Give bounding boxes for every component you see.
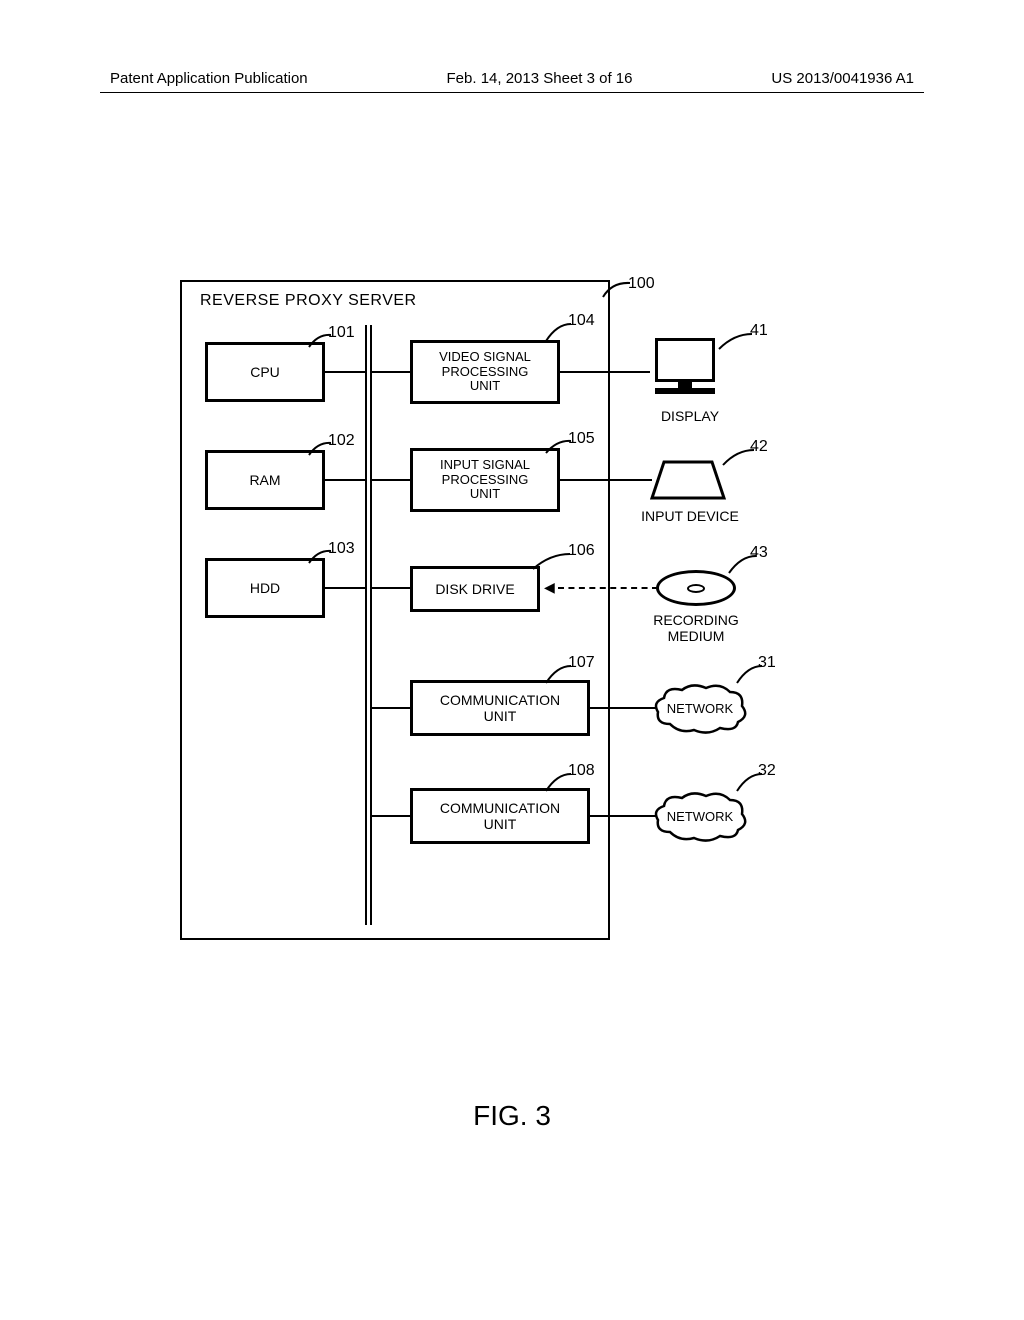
input-label: INPUT SIGNAL PROCESSING UNIT [440, 458, 530, 503]
header-rule [100, 92, 924, 93]
recording-medium-label: RECORDING MEDIUM [636, 612, 756, 644]
ref-106: 106 [568, 542, 595, 560]
ref-100: 100 [628, 275, 655, 293]
network2-icon: NETWORK [650, 788, 750, 844]
ref-104-leader [545, 322, 573, 342]
input-device-icon [648, 456, 728, 504]
conn-ram-bus [325, 479, 365, 481]
conn-disk-bus [371, 587, 410, 589]
bus [365, 325, 371, 925]
conn-video-bus [371, 371, 410, 373]
disk-block: DISK DRIVE [410, 566, 540, 612]
display-icon [650, 338, 720, 398]
conn-video-display [560, 371, 650, 373]
video-label: VIDEO SIGNAL PROCESSING UNIT [439, 350, 531, 395]
hdd-label: HDD [250, 580, 280, 596]
conn-input-bus [371, 479, 410, 481]
conn-input-device [560, 479, 652, 481]
comm2-label: COMMUNICATION UNIT [440, 800, 560, 832]
cpu-label: CPU [250, 364, 280, 380]
header-right: US 2013/0041936 A1 [771, 70, 914, 87]
ram-label: RAM [249, 472, 280, 488]
figure-3-diagram: REVERSE PROXY SERVER 100 CPU 101 RAM 102… [170, 280, 870, 980]
ref-42-leader [722, 448, 756, 466]
ref-107-leader [545, 664, 573, 684]
hdd-block: HDD [205, 558, 325, 618]
ram-block: RAM [205, 450, 325, 510]
header-center: Feb. 14, 2013 Sheet 3 of 16 [447, 70, 633, 87]
ref-102-leader [308, 441, 333, 456]
ref-103-leader [308, 549, 333, 564]
ref-41-leader [718, 332, 754, 350]
conn-hdd-bus [325, 587, 365, 589]
comm1-label: COMMUNICATION UNIT [440, 692, 560, 724]
header-left: Patent Application Publication [110, 70, 308, 87]
display-label: DISPLAY [630, 408, 750, 424]
figure-caption: FIG. 3 [0, 1100, 1024, 1132]
network1-label: NETWORK [667, 701, 733, 716]
conn-disk-medium [558, 587, 658, 589]
comm1-block: COMMUNICATION UNIT [410, 680, 590, 736]
comm2-block: COMMUNICATION UNIT [410, 788, 590, 844]
page-header: Patent Application Publication Feb. 14, … [0, 70, 1024, 87]
ref-106-leader [532, 552, 572, 570]
ref-43-leader [728, 554, 758, 574]
conn-comm2-bus [371, 815, 410, 817]
arrow-disk-medium: ◀ [544, 580, 555, 594]
ref-105-leader [545, 439, 573, 454]
cpu-block: CPU [205, 342, 325, 402]
network2-label: NETWORK [667, 809, 733, 824]
recording-medium-icon [656, 570, 736, 606]
server-box-title: REVERSE PROXY SERVER [200, 292, 417, 310]
disk-label: DISK DRIVE [435, 581, 514, 597]
input-device-label: INPUT DEVICE [630, 508, 750, 524]
ref-101-leader [308, 333, 333, 348]
network1-icon: NETWORK [650, 680, 750, 736]
ref-100-leader [602, 280, 632, 298]
conn-comm1-bus [371, 707, 410, 709]
conn-cpu-bus [325, 371, 365, 373]
ref-31-leader [736, 664, 764, 684]
video-block: VIDEO SIGNAL PROCESSING UNIT [410, 340, 560, 404]
ref-32-leader [736, 772, 764, 792]
input-block: INPUT SIGNAL PROCESSING UNIT [410, 448, 560, 512]
ref-108-leader [545, 772, 573, 792]
